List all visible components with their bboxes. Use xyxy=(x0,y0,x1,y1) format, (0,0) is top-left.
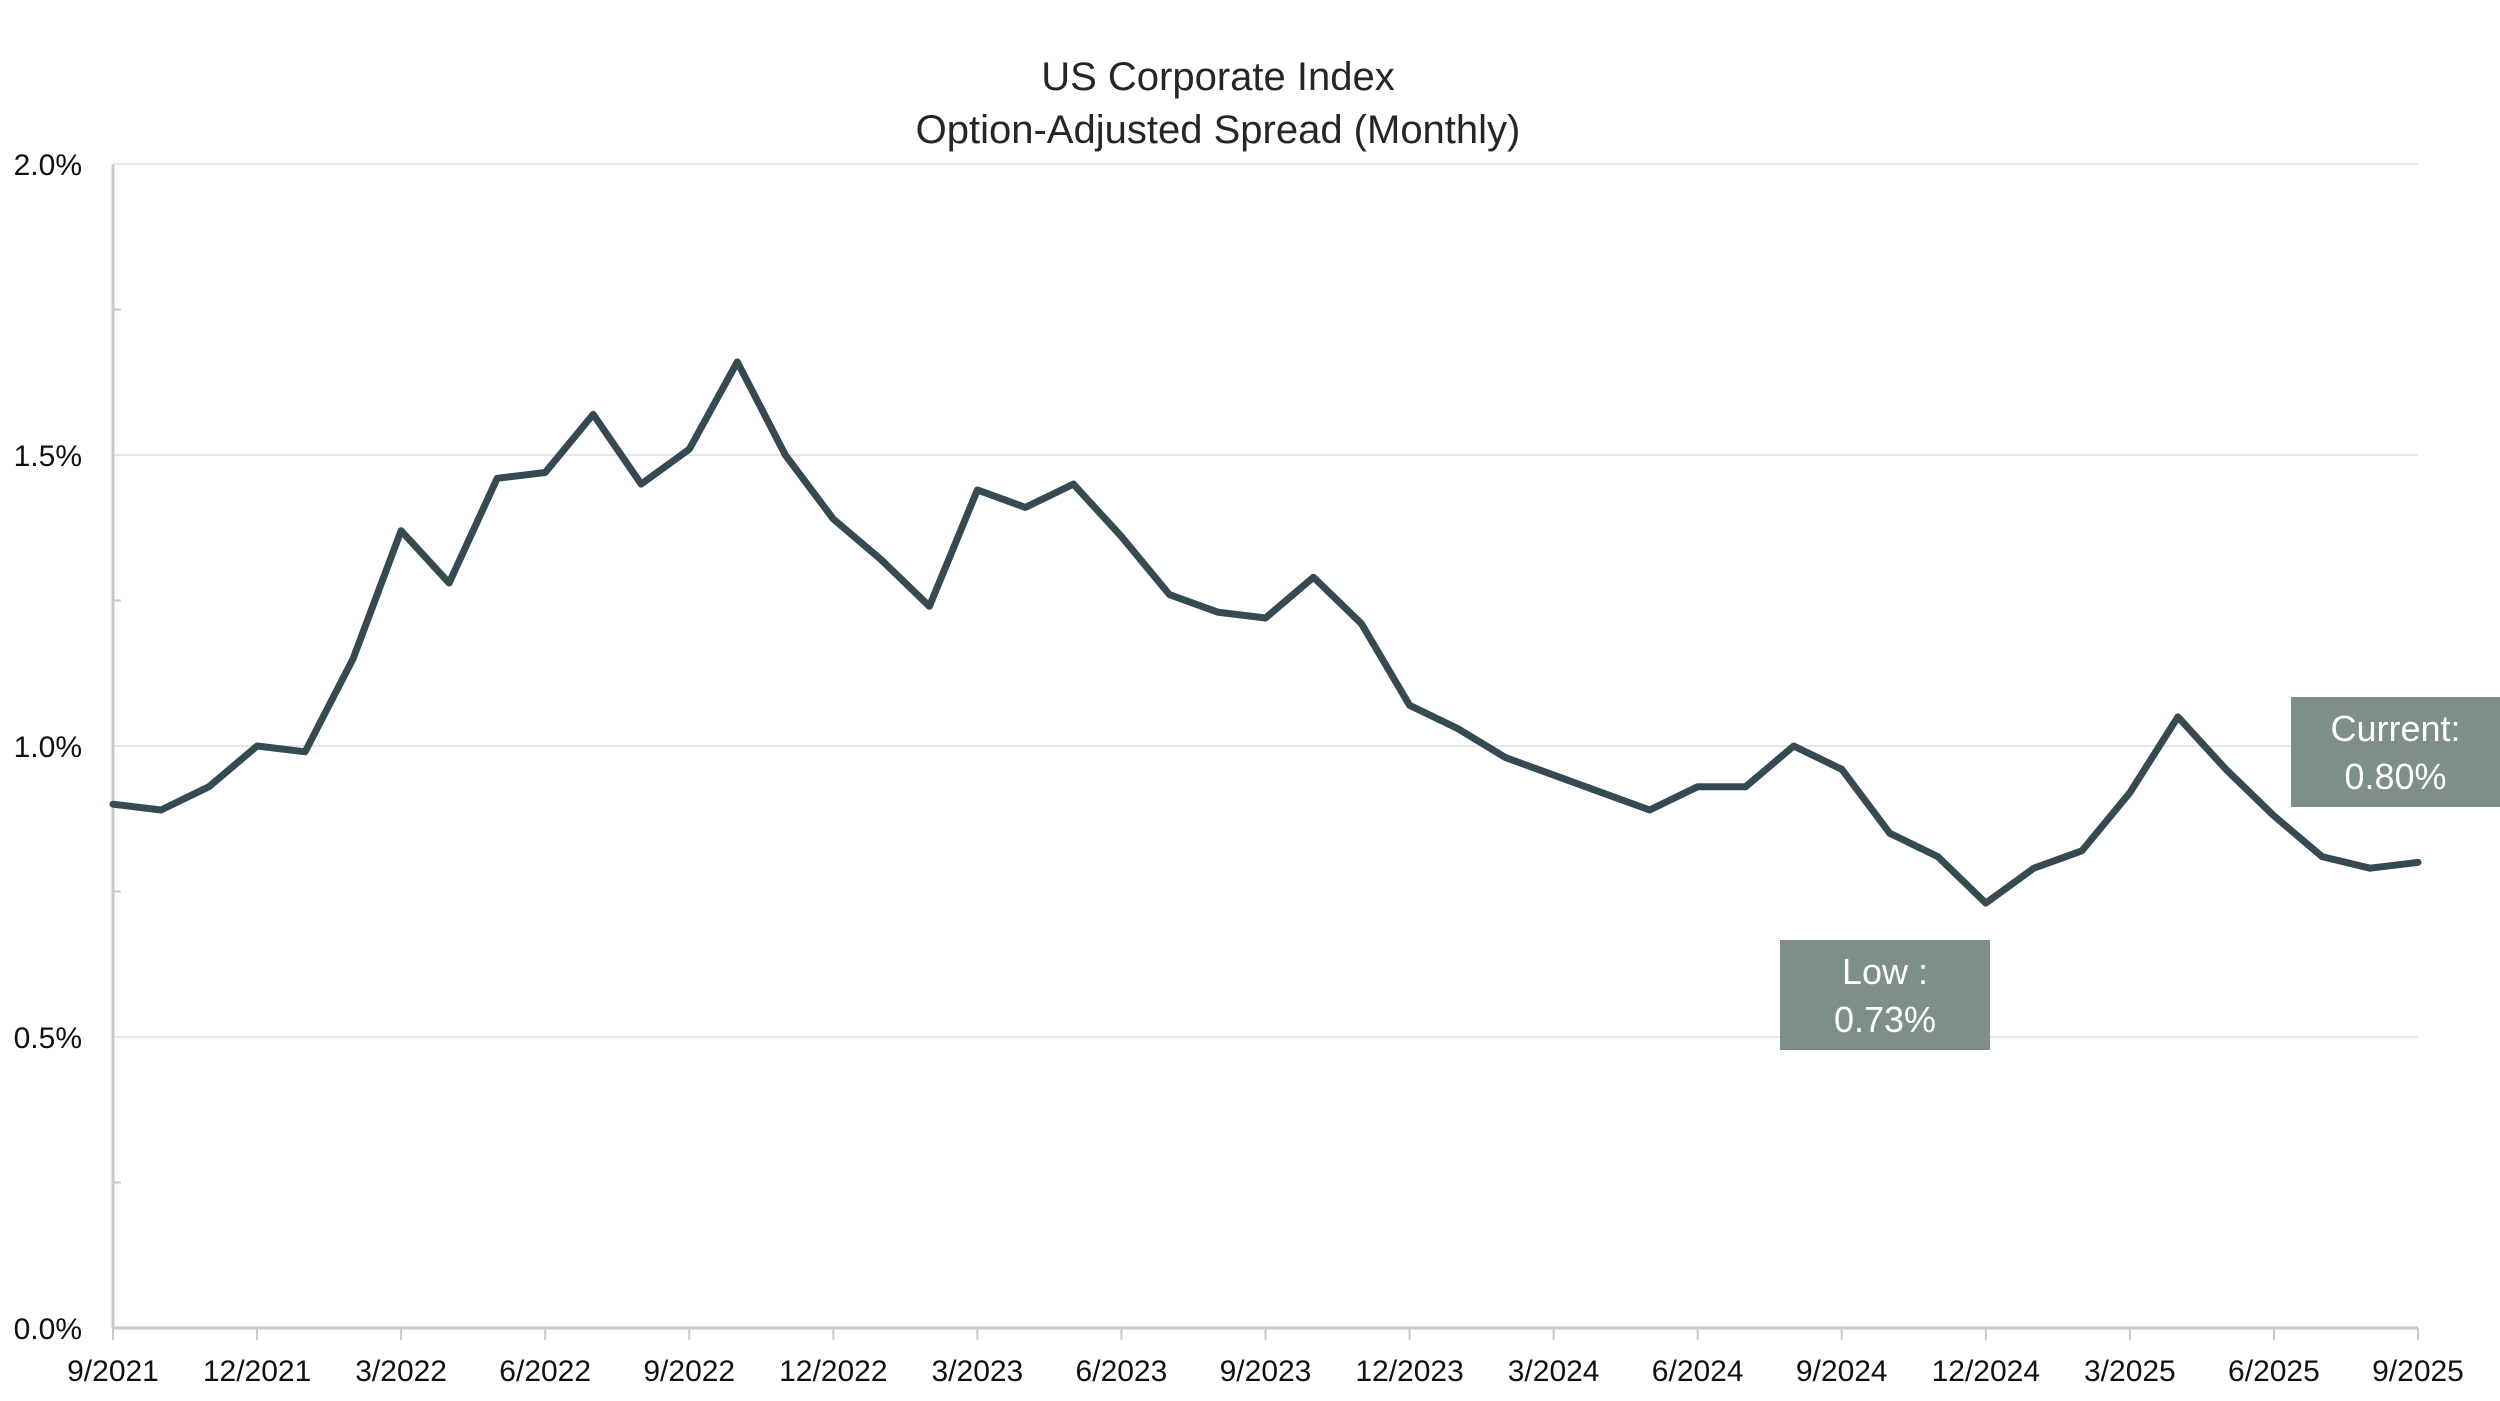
data-point xyxy=(1599,790,1605,796)
annotations-layer: Low : 0.73% Current: 0.80% xyxy=(1780,697,2500,1050)
axes xyxy=(111,164,2419,1340)
x-tick-label: 9/2023 xyxy=(1220,1355,1312,1388)
x-tick-label: 3/2024 xyxy=(1508,1355,1600,1388)
data-point xyxy=(2367,865,2373,871)
data-point xyxy=(206,784,212,790)
x-tick-label: 12/2022 xyxy=(779,1355,887,1388)
low-annotation: Low : 0.73% xyxy=(1780,940,1990,1050)
data-point xyxy=(590,411,596,417)
data-point xyxy=(1407,702,1413,708)
data-point xyxy=(158,807,164,813)
chart-subtitle: Option-Adjusted Spread (Monthly) xyxy=(916,108,1521,152)
data-point xyxy=(1311,574,1317,580)
current-annotation: Current: 0.80% xyxy=(2291,697,2500,807)
x-tick-label: 6/2022 xyxy=(499,1355,591,1388)
data-point xyxy=(1935,854,1941,860)
data-point xyxy=(542,469,548,475)
data-point xyxy=(1118,533,1124,539)
data-point xyxy=(2223,766,2229,772)
data-point xyxy=(1166,592,1172,598)
low-annotation-label: Low : xyxy=(1842,951,1928,992)
data-point xyxy=(1647,807,1653,813)
data-point xyxy=(878,557,884,563)
data-point xyxy=(302,749,308,755)
current-annotation-label: Current: xyxy=(2330,708,2460,749)
x-tick-label: 9/2022 xyxy=(643,1355,735,1388)
low-annotation-value: 0.73% xyxy=(1834,999,1936,1040)
data-point xyxy=(2319,854,2325,860)
data-point xyxy=(398,528,404,534)
data-point xyxy=(830,516,836,522)
data-point xyxy=(686,446,692,452)
current-annotation-box xyxy=(2291,697,2500,807)
y-tick-label: 0.5% xyxy=(14,1022,82,1055)
data-point xyxy=(638,481,644,487)
data-point xyxy=(1263,615,1269,621)
data-point xyxy=(734,359,740,365)
y-tick-label: 0.0% xyxy=(14,1313,82,1346)
x-tick-label: 9/2025 xyxy=(2372,1355,2464,1388)
data-point xyxy=(1695,784,1701,790)
series-layer xyxy=(109,358,2422,907)
y-tick-label: 1.0% xyxy=(14,731,82,764)
data-point xyxy=(1743,784,1749,790)
data-point xyxy=(1070,481,1076,487)
data-point xyxy=(2031,865,2037,871)
data-point xyxy=(1983,900,1989,906)
x-tick-label: 9/2024 xyxy=(1796,1355,1888,1388)
data-point xyxy=(1359,621,1365,627)
low-annotation-box xyxy=(1780,940,1990,1050)
x-tick-label: 12/2023 xyxy=(1355,1355,1463,1388)
x-axis-tick-labels: 9/2021 12/2021 3/2022 6/2022 9/2022 12/2022 3/… xyxy=(67,1355,2464,1388)
data-point xyxy=(1503,755,1509,761)
x-tick-label: 6/2025 xyxy=(2228,1355,2320,1388)
data-point xyxy=(1791,743,1797,749)
y-tick-label: 1.5% xyxy=(14,440,82,473)
x-tick-label: 3/2023 xyxy=(931,1355,1023,1388)
data-point xyxy=(2415,859,2421,865)
grid-lines xyxy=(113,163,2418,1038)
x-tick-label: 12/2021 xyxy=(203,1355,311,1388)
data-point xyxy=(1887,830,1893,836)
series-line xyxy=(109,358,2422,907)
current-annotation-value: 0.80% xyxy=(2344,756,2446,797)
data-point xyxy=(1839,766,1845,772)
chart-title: US Corporate Index xyxy=(1041,55,1395,99)
data-point xyxy=(782,452,788,458)
data-point xyxy=(2079,848,2085,854)
data-point xyxy=(494,475,500,481)
data-point xyxy=(2127,790,2133,796)
data-point xyxy=(446,580,452,586)
data-point xyxy=(926,603,932,609)
data-point xyxy=(1551,772,1557,778)
x-tick-label: 12/2024 xyxy=(1932,1355,2040,1388)
data-point xyxy=(1455,726,1461,732)
data-point xyxy=(350,656,356,662)
data-point xyxy=(2175,714,2181,720)
data-point xyxy=(1022,504,1028,510)
y-tick-label: 2.0% xyxy=(14,149,82,182)
x-tick-label: 3/2025 xyxy=(2084,1355,2176,1388)
y-axis-tick-labels: 0.0% 0.5% 1.0% 1.5% 2.0% xyxy=(14,149,82,1346)
x-tick-label: 6/2024 xyxy=(1652,1355,1744,1388)
data-point xyxy=(2271,813,2277,819)
data-point xyxy=(974,487,980,493)
data-point xyxy=(1214,609,1220,615)
data-point xyxy=(254,743,260,749)
data-point xyxy=(110,801,116,807)
x-tick-label: 3/2022 xyxy=(355,1355,447,1388)
x-tick-label: 6/2023 xyxy=(1076,1355,1168,1388)
x-tick-label: 9/2021 xyxy=(67,1355,159,1388)
